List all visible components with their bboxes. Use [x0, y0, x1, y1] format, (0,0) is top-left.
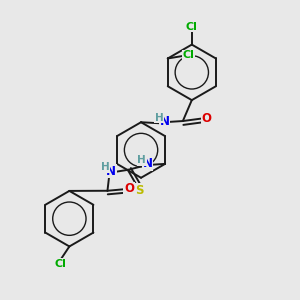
Text: S: S [135, 184, 143, 197]
Text: Cl: Cl [55, 259, 66, 269]
Text: N: N [106, 165, 116, 178]
Text: H: H [101, 163, 110, 172]
Text: O: O [201, 112, 211, 124]
Text: Cl: Cl [186, 22, 198, 32]
Text: H: H [137, 155, 146, 165]
Text: O: O [124, 182, 134, 195]
Text: N: N [142, 157, 152, 170]
Text: H: H [154, 113, 163, 123]
Text: N: N [160, 115, 170, 128]
Text: Cl: Cl [182, 50, 194, 61]
